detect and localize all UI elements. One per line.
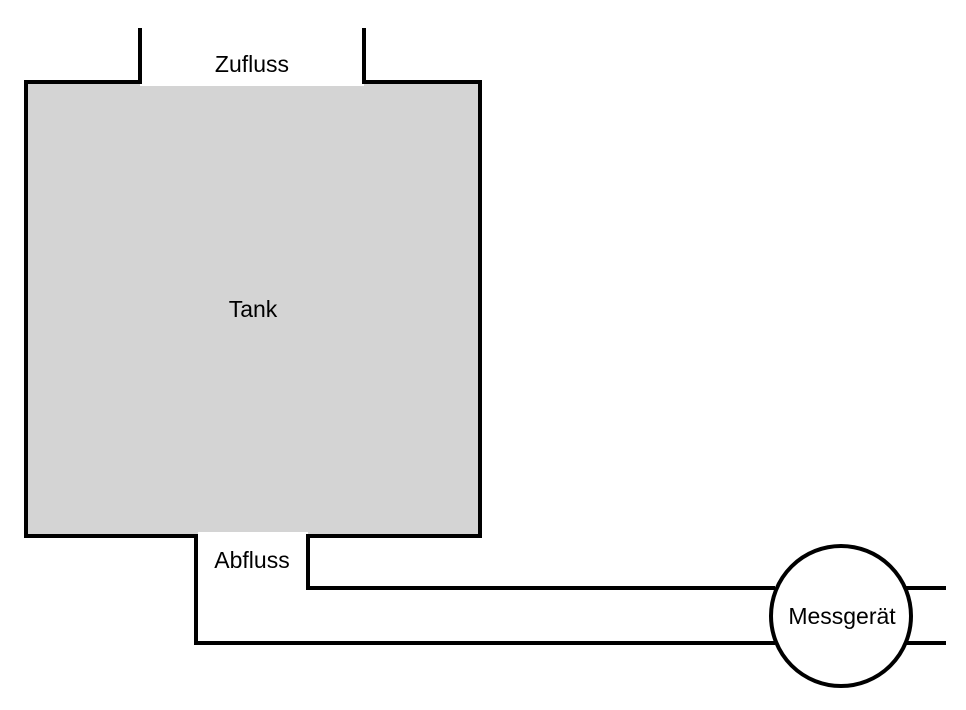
outflow-opening	[198, 532, 308, 540]
meter-circle	[769, 544, 913, 688]
outflow-pipe-outer-wall	[194, 534, 775, 645]
inflow-opening	[140, 76, 364, 86]
tank-label: Tank	[229, 296, 278, 322]
inflow-label: Zufluss	[215, 51, 289, 77]
outflow-label: Abfluss	[214, 547, 289, 573]
outflow-pipe-inner-wall	[306, 534, 775, 590]
meter-label: Messgerät	[788, 603, 896, 629]
tank-body	[24, 80, 482, 538]
